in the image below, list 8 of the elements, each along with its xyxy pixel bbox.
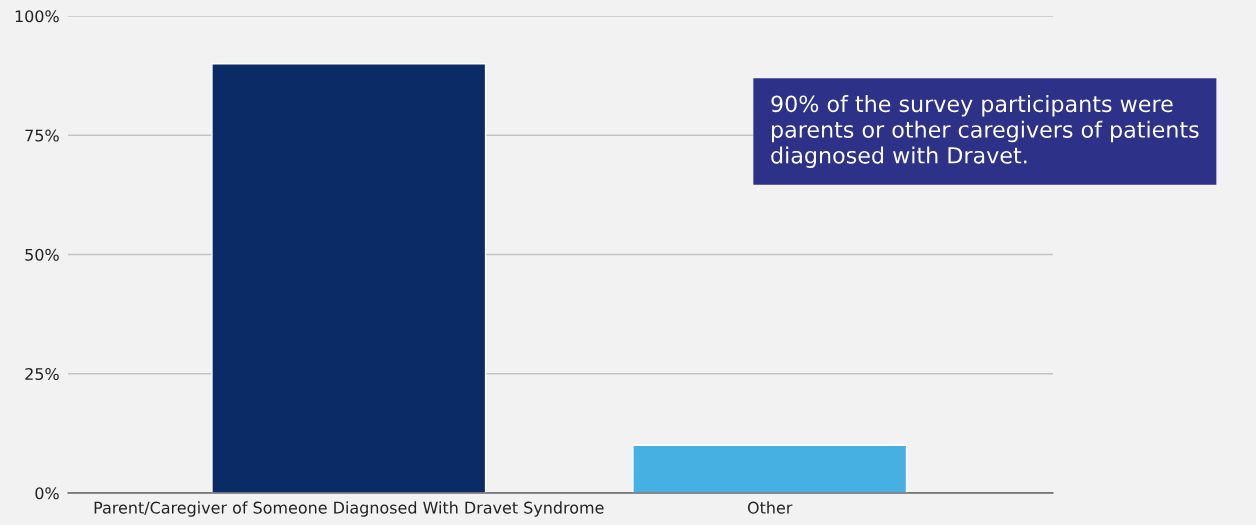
y-tick-label: 25% [25,367,59,381]
x-tick-label: Parent/Caregiver of Someone Diagnosed With Dravet Syndrome [94,501,604,517]
y-tick-label: 75% [25,129,59,142]
annotation: 90% of the survey participants were parents or other caregivers of patients diagnosed with Dravet. [771,95,1199,168]
y-tick-label: 100% [15,10,59,23]
x-tick-label: Other [747,501,793,514]
y-tick-label: 50% [25,248,59,261]
y-tick-label: 0% [35,487,59,500]
